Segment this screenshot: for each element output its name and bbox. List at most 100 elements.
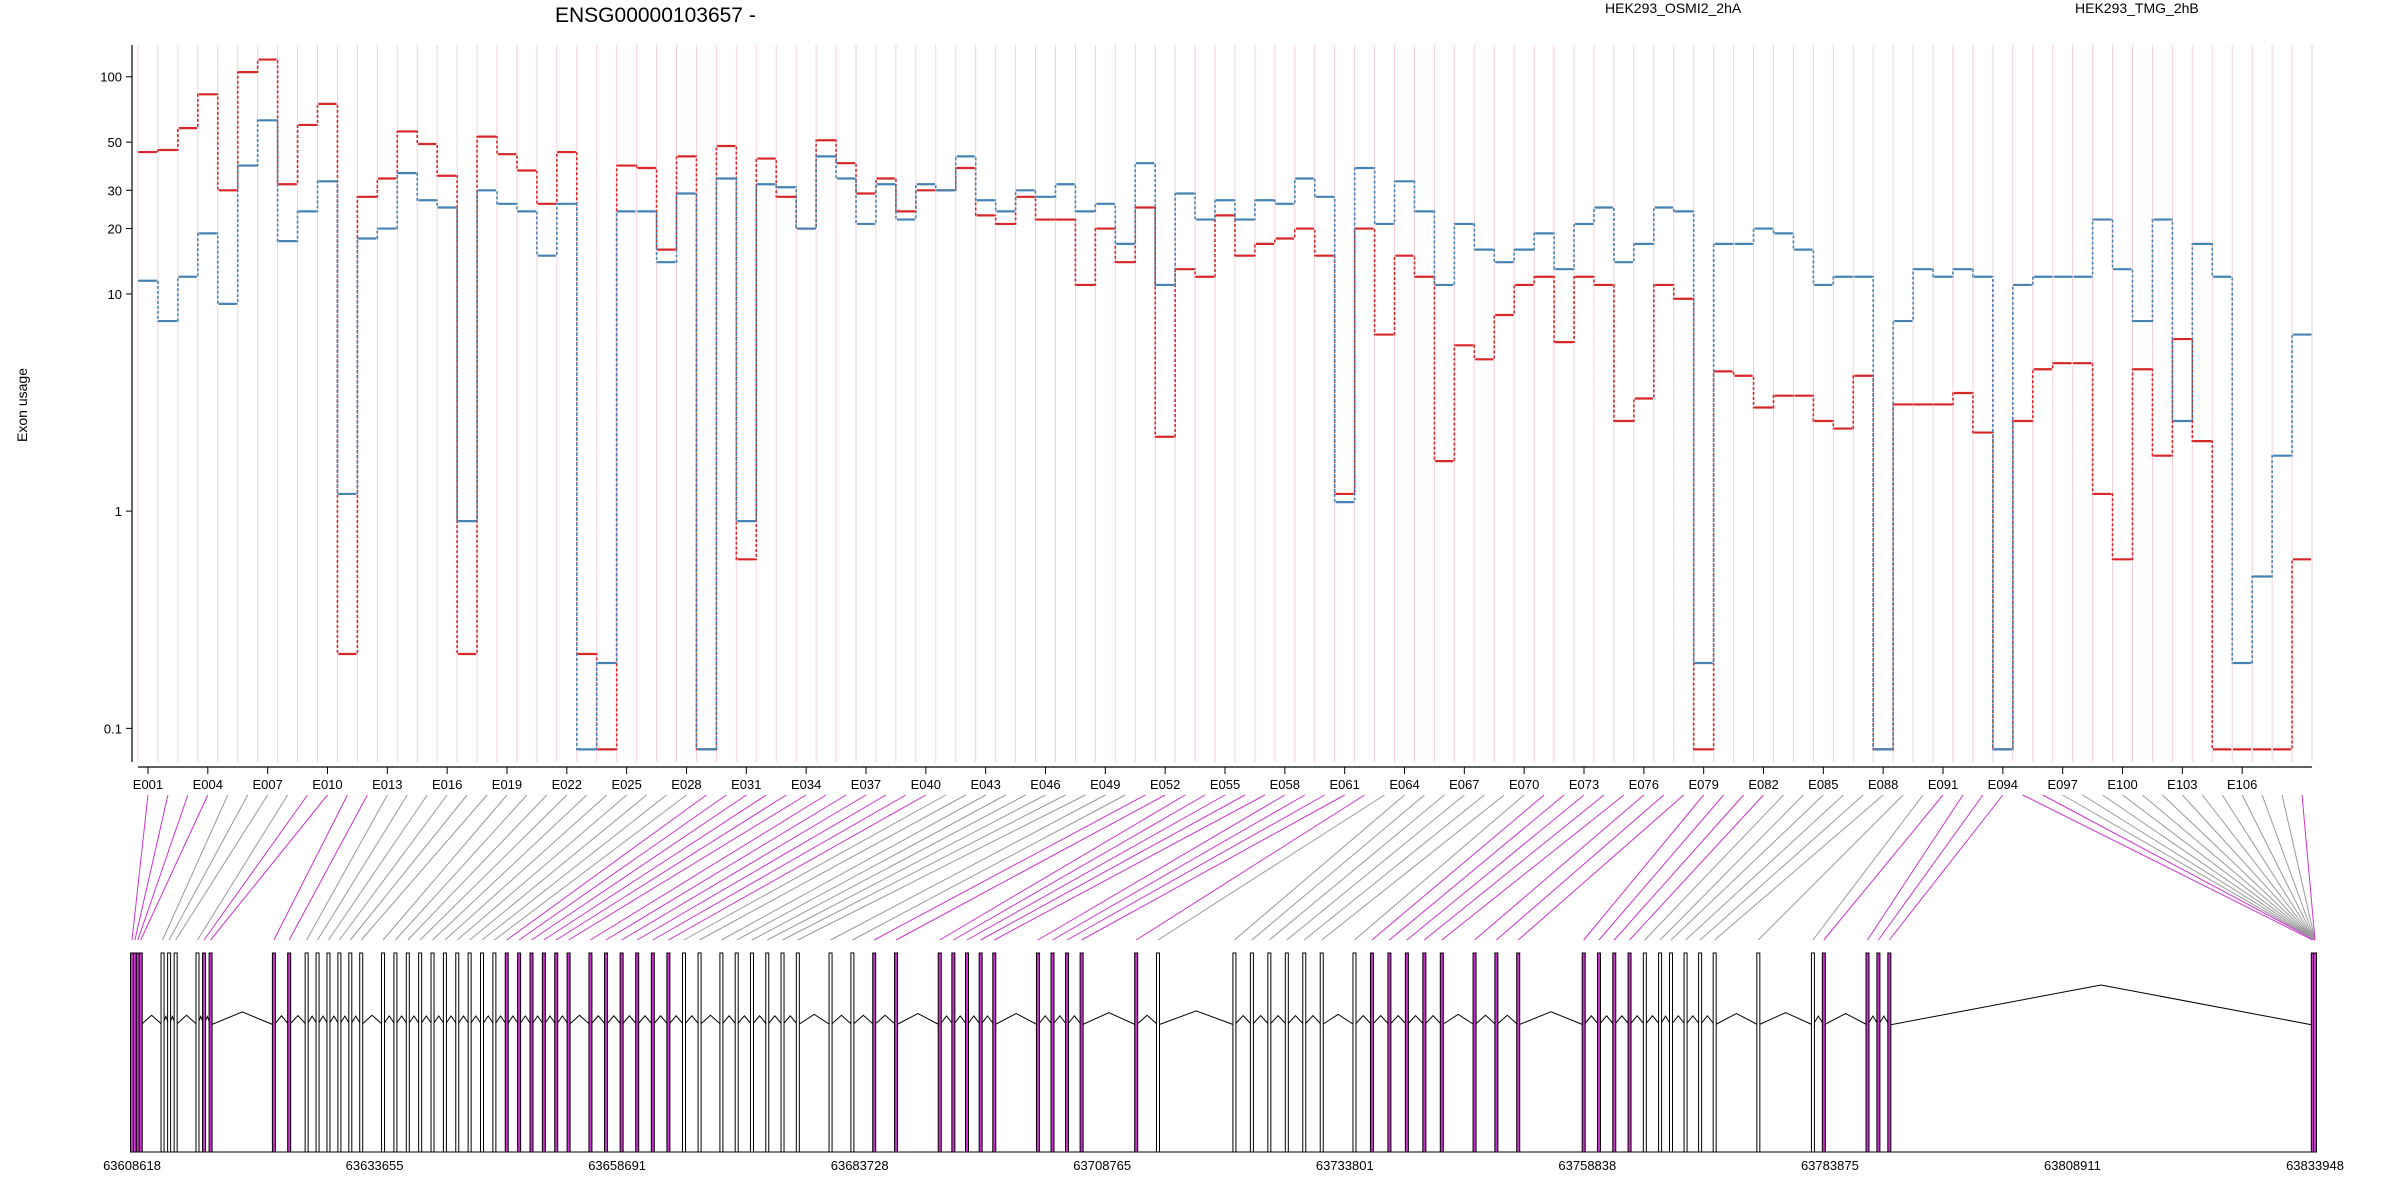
exon-box (202, 952, 207, 1153)
gene-model (130, 952, 2317, 1153)
intron-connector (1406, 1014, 1425, 1026)
exon-tick-label: E049 (1090, 777, 1120, 792)
exon-connector (852, 794, 1126, 941)
coordinate-tick-label: 63658691 (588, 1158, 646, 1173)
intron-connector (605, 1014, 622, 1026)
exon-box (1642, 952, 1647, 1153)
plot-axes (131, 45, 2312, 768)
exon-box (1369, 952, 1374, 1153)
series-line (138, 58, 2312, 751)
intron-connector (952, 1015, 968, 1026)
exon-box (1319, 952, 1324, 1153)
exon-box (160, 952, 165, 1153)
intron-connector (1251, 1014, 1270, 1026)
exon-box (1698, 952, 1703, 1153)
y-tick-label: 50 (108, 135, 122, 150)
intron-connector (994, 1012, 1039, 1026)
exon-box (964, 952, 969, 1153)
intron-connector (1496, 1014, 1519, 1026)
exon-box (1494, 952, 1499, 1153)
exon-connector (1517, 794, 1685, 941)
exon-connector (1670, 794, 1824, 941)
exon-connector (736, 794, 1006, 941)
exon-box (381, 952, 386, 1153)
intron-connector (652, 1014, 669, 1026)
exon-connector (506, 794, 707, 941)
intron-connector (1371, 1014, 1390, 1026)
exon-tick-label: E097 (2048, 777, 2078, 792)
exon-box (1683, 952, 1688, 1153)
exon-box (719, 952, 724, 1153)
exon-box (619, 952, 624, 1153)
exon-connector (652, 794, 907, 941)
intron-connector (699, 1014, 722, 1026)
exon-connector (1441, 794, 1625, 941)
exon-connector (2142, 794, 2316, 941)
exon-tick-label: E052 (1150, 777, 1180, 792)
exon-connector (1598, 794, 1725, 941)
exon-box (529, 952, 534, 1153)
exon-connector (2181, 794, 2316, 941)
exon-connector (873, 794, 1146, 941)
exon-box (173, 952, 178, 1153)
exon-box (1065, 952, 1070, 1153)
intron-connector (966, 1015, 982, 1026)
exon-connector (543, 794, 767, 941)
intron-connector (456, 1015, 471, 1026)
exon-connector (1135, 794, 1365, 941)
intron-connector (506, 1015, 520, 1026)
exon-tick-label: E040 (911, 777, 941, 792)
exon-box (1050, 952, 1055, 1153)
exon-box (554, 952, 559, 1153)
exon-connector (2241, 794, 2316, 941)
exon-connector (2122, 794, 2316, 941)
exon-box (541, 952, 546, 1153)
exon-connector (469, 794, 647, 941)
intron-connector (939, 1015, 954, 1026)
exon-connector (797, 794, 1086, 941)
exon-box (566, 952, 571, 1153)
intron-connector (1441, 1013, 1475, 1026)
exon-box (359, 952, 364, 1153)
intron-connector (481, 1015, 495, 1026)
exon-connector (1234, 794, 1405, 941)
intron-connector (175, 1014, 198, 1026)
exon-connector (2221, 794, 2316, 941)
exon-connector (1685, 794, 1844, 941)
exon-tick-label: E088 (1868, 777, 1898, 792)
series-layer (138, 58, 2312, 751)
intron-connector (895, 1012, 940, 1026)
exon-connector (994, 794, 1266, 941)
exon-box (1658, 952, 1663, 1153)
intron-connector (543, 1015, 557, 1026)
exon-connector (895, 794, 1166, 941)
exon-connector (2201, 794, 2316, 941)
exon-tick-label: E025 (611, 777, 641, 792)
exon-tick-label: E085 (1808, 777, 1838, 792)
intron-connector (1583, 1014, 1600, 1026)
exon-connector (1081, 794, 1345, 941)
coordinate-tick-label: 63783875 (1801, 1158, 1859, 1173)
exon-connector (2082, 794, 2316, 941)
exon-box (1756, 952, 1761, 1153)
exon-box (795, 952, 800, 1153)
exon-box (1404, 952, 1409, 1153)
intron-connector (1474, 1014, 1497, 1026)
intron-connector (1889, 984, 2313, 1026)
exon-connector (1757, 794, 1904, 941)
intron-connector (1157, 1010, 1235, 1026)
y-tick-label: 1 (115, 504, 122, 519)
intron-connector (1629, 1014, 1646, 1026)
exon-connector (1496, 794, 1665, 941)
intron-connector (1598, 1014, 1615, 1026)
exon-box (271, 952, 276, 1153)
intron-connector (590, 1014, 607, 1026)
exon-connector (1474, 794, 1645, 941)
exon-box (1422, 952, 1427, 1153)
exon-box (1249, 952, 1254, 1153)
exon-tick-label: E082 (1748, 777, 1778, 792)
exon-tick-label: E031 (731, 777, 761, 792)
exon-box (1156, 952, 1161, 1153)
exon-box (348, 952, 353, 1153)
exon-tick-label: E046 (1030, 777, 1060, 792)
